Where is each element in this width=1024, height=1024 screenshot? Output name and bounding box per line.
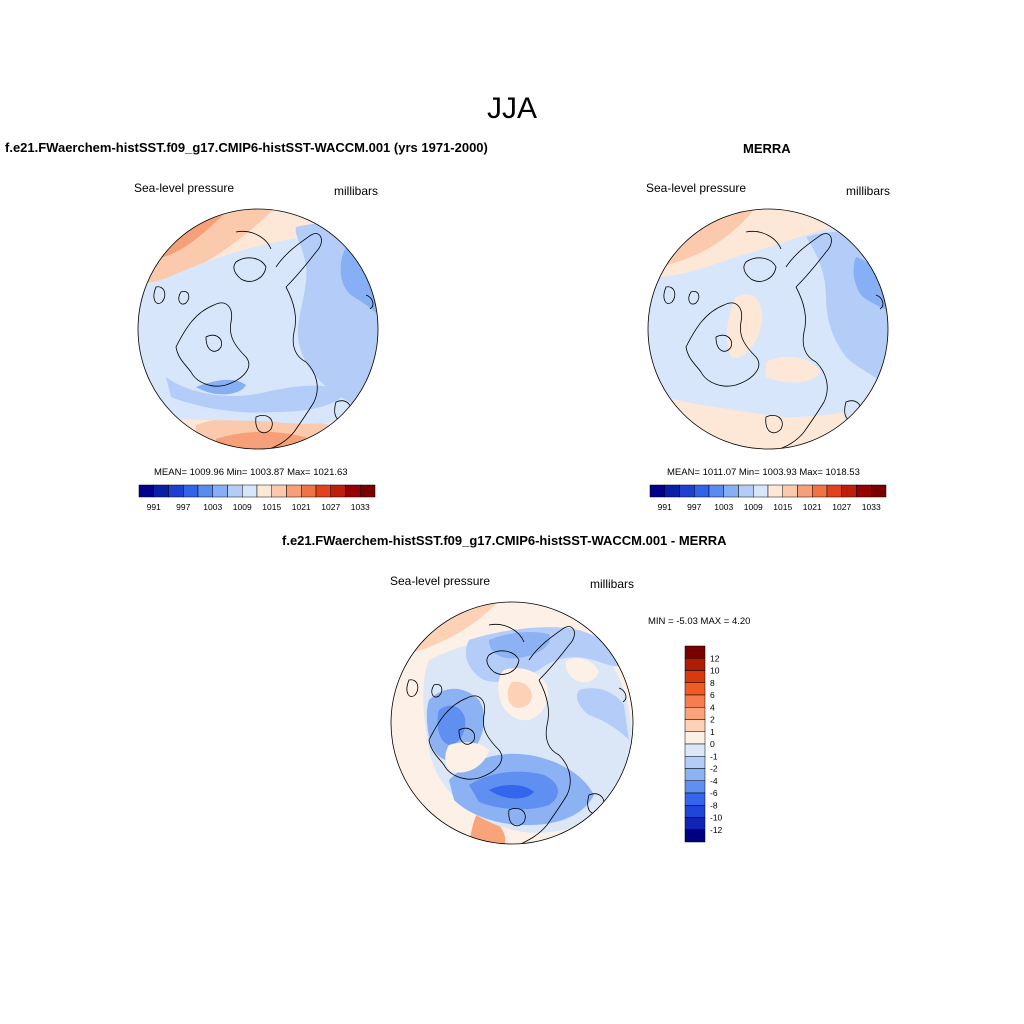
panel-obs-colorbar-tick-label: 1021 — [803, 502, 822, 512]
panel-diff-colorbar-swatch — [684, 780, 706, 794]
panel-obs-colorbar-tick-label: 997 — [687, 502, 701, 512]
panel-diff-colorbar-tick-label: 2 — [710, 715, 715, 725]
panel-diff-colorbar-swatch — [684, 731, 706, 745]
panel-model-colorbar-swatch — [212, 484, 228, 498]
panel-model-colorbar-swatch — [256, 484, 272, 498]
panel-model-colorbar-swatch — [271, 484, 287, 498]
panel-diff-colorbar-tick-label: 12 — [710, 653, 720, 663]
panel-obs-colorbar: 991 997 1003 1009 1015 1021 1027 1033 — [649, 484, 887, 512]
panel-diff-colorbar-tick-label: 1 — [710, 727, 715, 737]
panel-diff-colorbar-tick-label: 4 — [710, 702, 715, 712]
panel-diff-colorbar-swatch — [684, 645, 706, 659]
panel-model-colorbar-tick-label: 991 — [147, 502, 161, 512]
panel-model-colorbar-tick-label: 1021 — [292, 502, 311, 512]
panel-model-units: millibars — [334, 184, 379, 198]
panel-model-colorbar-swatch — [242, 484, 258, 498]
panel-obs-colorbar-swatch — [694, 484, 710, 498]
panel-diff-left-label: Sea-level pressure — [390, 574, 491, 588]
panel-diff-colorbar-swatch — [684, 817, 706, 830]
panel-model-colorbar-swatch — [183, 484, 199, 498]
panel-model-colorbar-swatch — [330, 484, 346, 498]
panel-model-title: f.e21.FWaerchem-histSST.f09_g17.CMIP6-hi… — [5, 140, 488, 155]
panel-diff-colorbar-swatch — [684, 694, 706, 708]
panel-diff-colorbar-tick-label: -6 — [710, 788, 718, 798]
panel-obs-colorbar-swatch — [856, 484, 872, 498]
panel-diff-stats: MIN = -5.03 MAX = 4.20 — [648, 616, 751, 627]
panel-obs-stats: MEAN= 1011.07 Min= 1003.93 Max= 1018.53 — [667, 467, 860, 478]
panel-obs-colorbar-tick-label: 1003 — [714, 502, 733, 512]
panel-obs-colorbar-tick-label: 1027 — [832, 502, 851, 512]
panel-model-colorbar-swatch — [168, 484, 184, 498]
panel-model-colorbar-tick-label: 1015 — [262, 502, 281, 512]
panel-obs-colorbar-swatch — [679, 484, 695, 498]
panel-model-colorbar-swatch — [345, 484, 361, 498]
panel-obs-colorbar-swatch — [812, 484, 828, 498]
panel-obs-colorbar-tick-label: 1009 — [744, 502, 763, 512]
panel-diff-colorbar-tick-label: -2 — [710, 764, 718, 774]
panel-obs-colorbar-swatch — [797, 484, 813, 498]
panel-model-left-label: Sea-level pressure — [134, 181, 235, 195]
panel-obs-polar-map — [647, 208, 889, 450]
panel-diff-colorbar-tick-label: -4 — [710, 776, 718, 786]
panel-model-colorbar-swatch — [227, 484, 243, 498]
panel-diff-colorbar-swatch — [684, 682, 706, 696]
figure-title: JJA — [486, 92, 537, 125]
panel-diff-polar-map — [390, 601, 634, 845]
panel-diff-colorbar-tick-label: 6 — [710, 690, 715, 700]
panel-obs-left-label: Sea-level pressure — [646, 181, 747, 195]
panel-model-colorbar-swatch — [153, 484, 169, 498]
panel-model-colorbar-tick-label: 1009 — [233, 502, 252, 512]
panel-model-colorbar-tick-label: 997 — [176, 502, 190, 512]
panel-obs-colorbar-swatch — [649, 484, 665, 498]
panel-obs-colorbar-tick-label: 1033 — [862, 502, 881, 512]
panel-diff-colorbar-tick-label: -8 — [710, 800, 718, 810]
panel-model-colorbar-swatch — [301, 484, 317, 498]
panel-obs-colorbar-swatch — [753, 484, 769, 498]
panel-diff-title: f.e21.FWaerchem-histSST.f09_g17.CMIP6-hi… — [282, 533, 727, 548]
panel-obs-colorbar-swatch — [723, 484, 739, 498]
panel-obs-colorbar-swatch — [767, 484, 783, 498]
panel-diff-colorbar-swatch — [684, 805, 706, 818]
panel-diff-colorbar-swatch — [684, 670, 706, 683]
panel-obs-colorbar-swatch — [871, 484, 887, 498]
panel-model-colorbar: 991 997 1003 1009 1015 1021 1027 1033 — [138, 484, 376, 512]
panel-diff-colorbar-swatch — [684, 719, 706, 732]
panel-diff-colorbar-swatch — [684, 743, 706, 757]
panel-obs-title: MERRA — [743, 141, 791, 156]
panel-diff-colorbar-tick-label: 0 — [710, 739, 715, 749]
panel-obs-colorbar-swatch — [841, 484, 857, 498]
panel-obs-colorbar-swatch — [708, 484, 724, 498]
panel-diff-colorbar-swatch — [684, 829, 706, 843]
panel-model-colorbar-swatch — [138, 484, 154, 498]
panel-model-colorbar-swatch — [197, 484, 213, 498]
panel-model-colorbar-swatch — [360, 484, 376, 498]
panel-obs-colorbar-tick-label: 991 — [658, 502, 672, 512]
panel-diff-colorbar-tick-label: 8 — [710, 678, 715, 688]
panel-model-polar-map — [137, 208, 379, 450]
panel-obs-units: millibars — [846, 184, 891, 198]
panel-model-stats: MEAN= 1009.96 Min= 1003.87 Max= 1021.63 — [154, 467, 348, 478]
panel-model-colorbar-tick-label: 1033 — [351, 502, 370, 512]
panel-obs-colorbar-tick-label: 1015 — [773, 502, 792, 512]
panel-model-colorbar-swatch — [286, 484, 302, 498]
panel-diff-colorbar-tick-label: -10 — [710, 813, 723, 823]
panel-diff-colorbar-swatch — [684, 756, 706, 769]
panel-diff-colorbar-tick-label: -1 — [710, 751, 718, 761]
panel-diff-colorbar-swatch — [684, 792, 706, 806]
panel-diff-colorbar-swatch — [684, 768, 706, 781]
panel-diff-units: millibars — [590, 577, 635, 591]
panel-model-colorbar-tick-label: 1027 — [321, 502, 340, 512]
panel-diff-colorbar-tick-label: -12 — [710, 825, 723, 835]
panel-model-colorbar-tick-label: 1003 — [203, 502, 222, 512]
panel-model-colorbar-swatch — [315, 484, 331, 498]
panel-obs-colorbar-swatch — [738, 484, 754, 498]
panel-diff-colorbar-tick-label: 10 — [710, 666, 720, 676]
panel-obs-colorbar-swatch — [826, 484, 842, 498]
panel-diff-colorbar-swatch — [684, 658, 706, 671]
panel-obs-colorbar-swatch — [782, 484, 798, 498]
panel-diff-colorbar-swatch — [684, 707, 706, 720]
panel-obs-colorbar-swatch — [664, 484, 680, 498]
